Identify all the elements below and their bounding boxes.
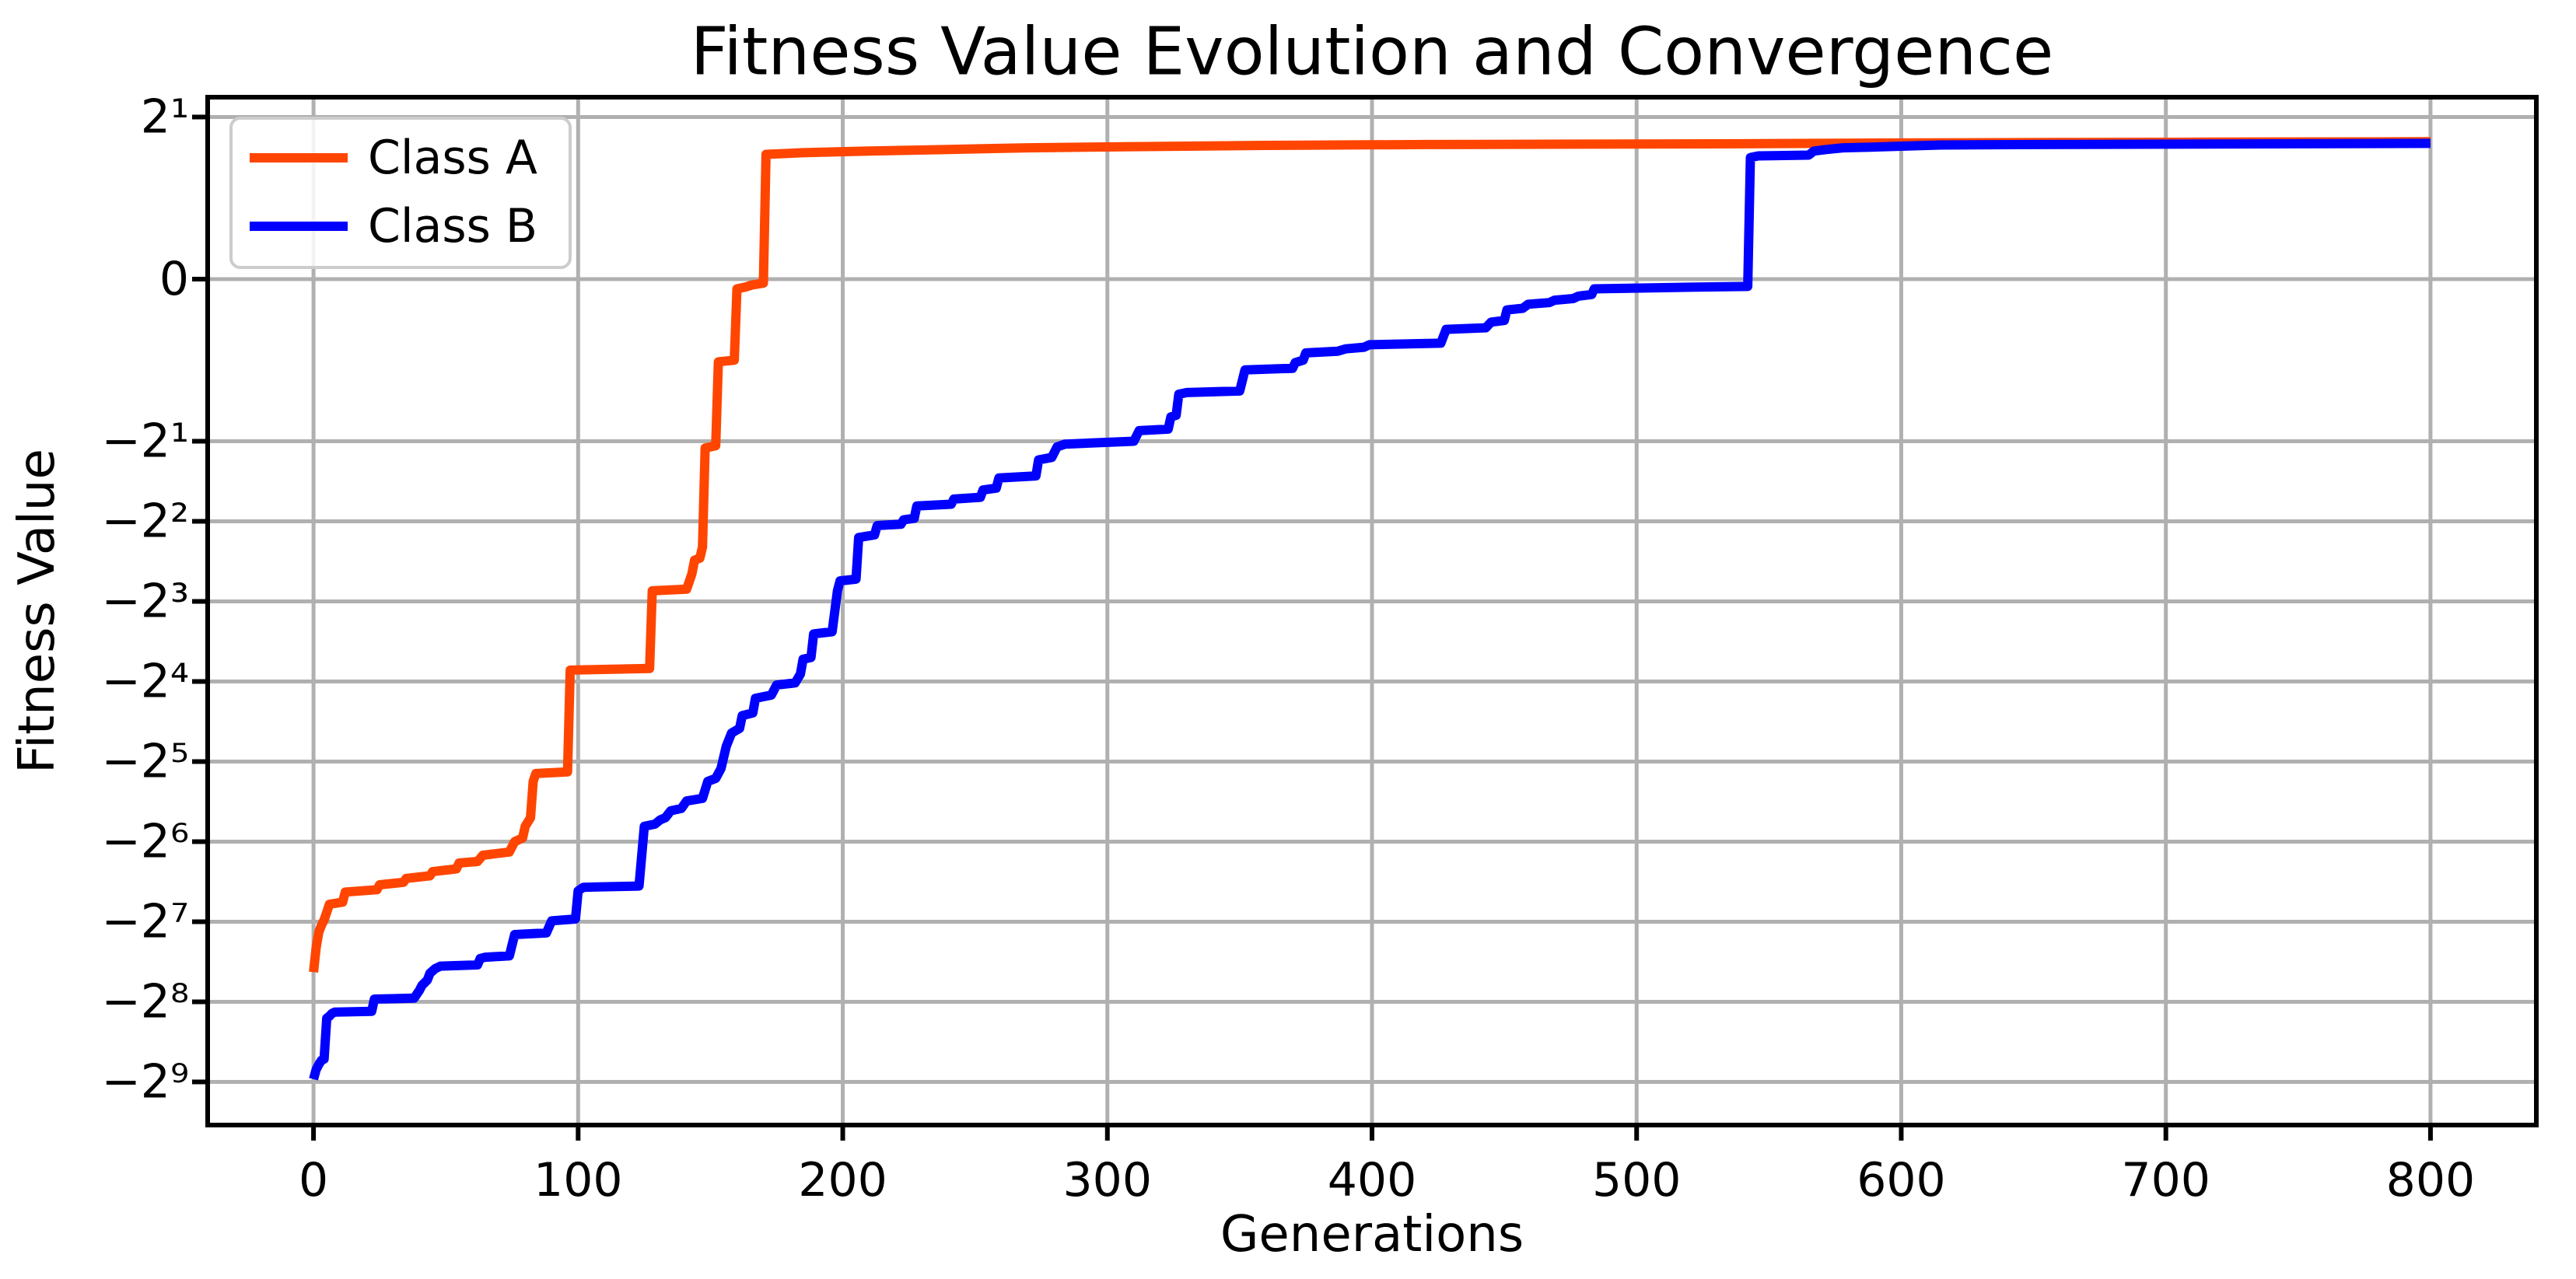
y-tick-label: −2⁵ bbox=[102, 735, 190, 789]
x-tick-label: 700 bbox=[2121, 1153, 2210, 1207]
y-tick-label: −2¹ bbox=[102, 414, 190, 469]
y-axis-label: Fitness Value bbox=[9, 449, 66, 774]
plot-series bbox=[309, 137, 2431, 1081]
series-line-class-b bbox=[309, 138, 2431, 1081]
x-tick-label: 200 bbox=[798, 1153, 887, 1207]
y-tick-label: −2⁷ bbox=[102, 895, 190, 949]
axes-border bbox=[205, 95, 2539, 1127]
x-tick-label: 0 bbox=[299, 1153, 328, 1207]
x-tick-label: 400 bbox=[1328, 1153, 1417, 1207]
y-tick-label: −2⁸ bbox=[102, 975, 190, 1029]
y-tick-label: −2⁴ bbox=[102, 655, 190, 709]
y-tick-label: −2² bbox=[102, 494, 190, 549]
legend-label-class-a: Class A bbox=[368, 131, 537, 185]
x-tick-label: 800 bbox=[2386, 1153, 2476, 1207]
legend-label-class-b: Class B bbox=[368, 199, 537, 253]
tick-marks bbox=[192, 114, 2433, 1141]
y-tick-label: 0 bbox=[159, 252, 189, 306]
series-line-class-a bbox=[309, 137, 2431, 973]
chart-title: Fitness Value Evolution and Convergence bbox=[691, 14, 2054, 91]
x-tick-label: 500 bbox=[1592, 1153, 1682, 1207]
legend: Class A Class B bbox=[229, 117, 572, 269]
y-tick-label: 2¹ bbox=[141, 90, 189, 145]
y-tick-label: −2⁹ bbox=[102, 1055, 190, 1110]
y-tick-label: −2³ bbox=[102, 575, 190, 629]
x-tick-label: 300 bbox=[1063, 1153, 1153, 1207]
tick-labels: 0 100 200 300 400 500 600 700 800 2¹ 0 −2¹ −2² −2³ −2⁴… bbox=[102, 90, 2476, 1208]
x-tick-label: 600 bbox=[1857, 1153, 1946, 1207]
x-axis-label: Generations bbox=[1220, 1206, 1524, 1263]
y-tick-label: −2⁶ bbox=[102, 815, 190, 869]
gridlines bbox=[208, 97, 2536, 1125]
x-tick-label: 100 bbox=[534, 1153, 623, 1207]
